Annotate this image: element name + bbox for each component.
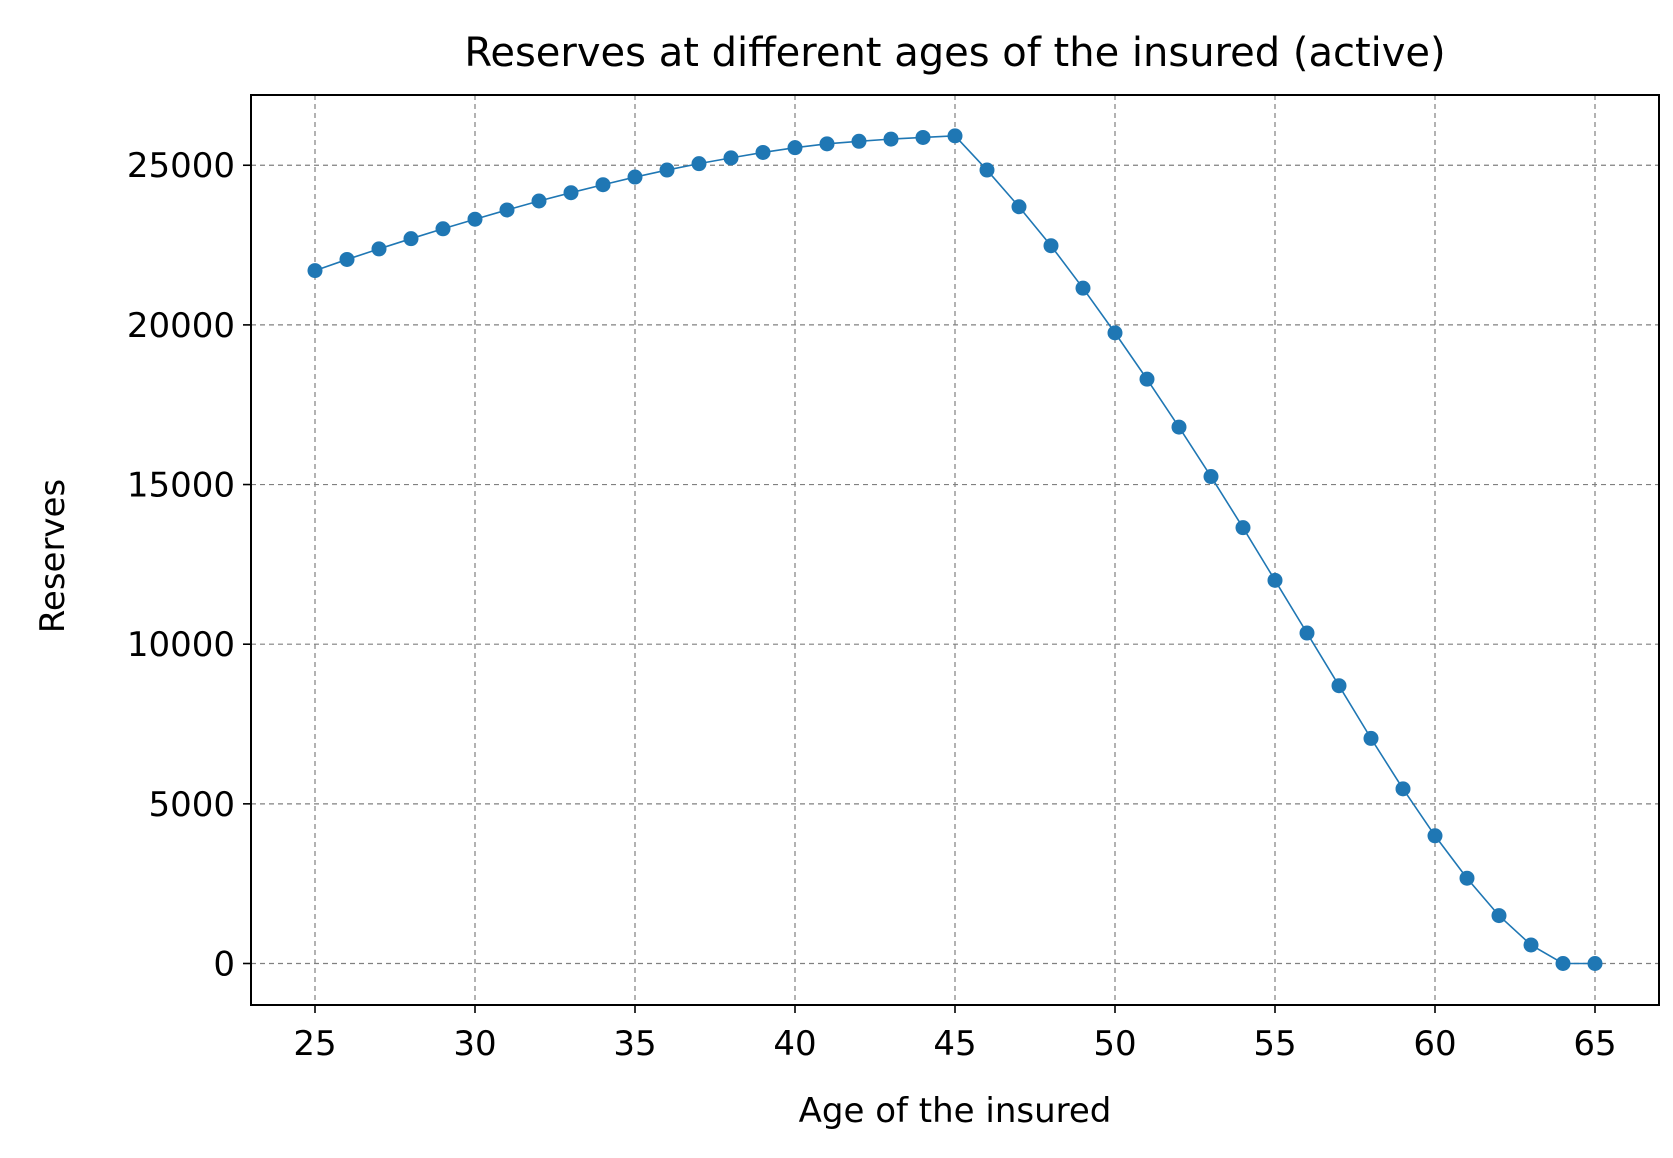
- y-tick-label: 20000: [127, 306, 235, 346]
- data-point: [307, 263, 323, 279]
- series-layer: [307, 128, 1603, 971]
- y-tick-label: 25000: [127, 146, 235, 186]
- data-point: [1107, 325, 1123, 341]
- x-tick-label: 45: [933, 1024, 976, 1064]
- data-point: [1491, 908, 1507, 924]
- data-point: [1363, 730, 1379, 746]
- data-point: [435, 221, 451, 237]
- data-point: [1395, 781, 1411, 797]
- data-point: [1459, 870, 1475, 886]
- data-point: [1011, 199, 1027, 215]
- data-point: [915, 129, 931, 145]
- data-point: [755, 144, 771, 160]
- data-point: [595, 177, 611, 193]
- x-tick-label: 40: [773, 1024, 816, 1064]
- data-point: [979, 162, 995, 178]
- data-point: [723, 150, 739, 166]
- data-point: [403, 231, 419, 247]
- plot-area-frame: [250, 94, 1660, 1006]
- data-point: [1523, 937, 1539, 953]
- y-tick-label: 15000: [127, 466, 235, 506]
- data-point: [819, 136, 835, 152]
- data-point: [1075, 280, 1091, 296]
- data-point: [659, 162, 675, 178]
- x-tick-label: 55: [1253, 1024, 1296, 1064]
- y-tick-label: 10000: [127, 625, 235, 665]
- data-point: [1171, 419, 1187, 435]
- x-tick-label: 65: [1573, 1024, 1616, 1064]
- x-tick-label: 60: [1413, 1024, 1456, 1064]
- data-point: [1235, 520, 1251, 536]
- data-point: [1203, 469, 1219, 485]
- data-point: [1299, 625, 1315, 641]
- data-point: [851, 133, 867, 149]
- data-point: [1139, 371, 1155, 387]
- data-point: [339, 251, 355, 267]
- data-point: [467, 211, 483, 227]
- data-point: [1587, 955, 1603, 971]
- y-tick-label: 0: [213, 944, 235, 984]
- data-point: [1267, 572, 1283, 588]
- data-point: [627, 169, 643, 185]
- y-axis-label: Reserves: [33, 479, 73, 633]
- chart-title: Reserves at different ages of the insure…: [464, 30, 1445, 76]
- data-point: [1427, 828, 1443, 844]
- axis-ticks: 25 30 35 40 45 50 55 60 65 0 5000 10000 15000 20000 25…: [127, 146, 1617, 1064]
- x-tick-label: 50: [1093, 1024, 1136, 1064]
- data-point: [1043, 238, 1059, 254]
- data-point: [371, 241, 387, 257]
- data-point: [691, 156, 707, 172]
- x-axis-label: Age of the insured: [799, 1091, 1112, 1131]
- data-point: [947, 128, 963, 144]
- y-tick-label: 5000: [148, 785, 235, 825]
- data-point: [1331, 678, 1347, 694]
- grid-lines: [251, 95, 1659, 1005]
- data-point: [1555, 955, 1571, 971]
- data-point: [563, 185, 579, 201]
- x-tick-label: 35: [613, 1024, 656, 1064]
- data-point: [531, 193, 547, 209]
- data-point: [787, 140, 803, 156]
- x-tick-label: 25: [293, 1024, 336, 1064]
- data-point: [883, 131, 899, 147]
- x-tick-label: 30: [453, 1024, 496, 1064]
- data-point: [499, 202, 515, 218]
